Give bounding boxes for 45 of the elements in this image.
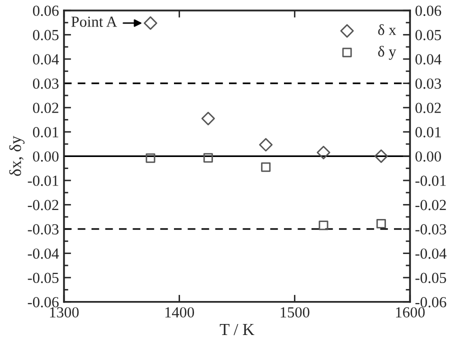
y2-tick-label: 0.04 <box>415 54 442 65</box>
y-tick-label: -0.02 <box>28 200 58 210</box>
x-tick-label: 1500 <box>280 307 310 318</box>
y2-tick-label: 0.02 <box>415 102 441 114</box>
legend-label: δ y <box>378 46 396 60</box>
y2-tick-label: -0.05 <box>415 272 446 284</box>
y2-tick-label: 0.01 <box>415 127 441 138</box>
point <box>259 138 273 152</box>
point <box>201 112 215 126</box>
y-tick-label: -0.05 <box>28 272 59 284</box>
y-tick-label: -0.04 <box>28 248 59 259</box>
y-tick-label: 0.02 <box>32 102 58 114</box>
y2-tick-label: -0.04 <box>415 248 446 259</box>
y2-tick-label: 0.00 <box>415 151 442 162</box>
y-tick-label: 0.04 <box>32 54 59 65</box>
x-tick-label: 1300 <box>50 307 79 318</box>
x-tick-label: 1400 <box>165 307 194 318</box>
annotation: Point A <box>71 16 118 27</box>
y2-tick-label: 0.05 <box>415 30 442 40</box>
y2-tick-label: -0.01 <box>415 176 446 186</box>
y-tick-label: 0.00 <box>32 151 59 162</box>
y-axis-title: δx, δy <box>9 136 25 176</box>
x-axis-title: T / K <box>220 324 254 336</box>
point <box>376 218 386 228</box>
y-tick-label: -0.06 <box>28 297 59 308</box>
x-tick-label: 1600 <box>396 307 425 318</box>
point <box>318 220 328 230</box>
y-tick-label: -0.03 <box>28 224 59 235</box>
y-tick-label: 0.05 <box>32 30 59 40</box>
y2-tick-label: -0.03 <box>415 224 446 235</box>
y-tick-label: 0.03 <box>32 78 59 89</box>
y2-tick-label: -0.06 <box>415 297 446 308</box>
y-tick-label: -0.01 <box>28 176 58 186</box>
point <box>146 153 156 163</box>
y2-tick-label: 0.03 <box>415 78 442 89</box>
point <box>374 149 388 163</box>
point <box>203 153 213 163</box>
point <box>144 16 158 30</box>
y-tick-label: 0.01 <box>32 127 58 138</box>
y2-tick-label: -0.02 <box>415 200 446 210</box>
point <box>261 162 271 172</box>
y-tick-label: 0.06 <box>32 6 59 16</box>
point <box>316 146 330 160</box>
y2-tick-label: 0.06 <box>415 6 442 16</box>
legend-label: δ x <box>378 24 396 36</box>
